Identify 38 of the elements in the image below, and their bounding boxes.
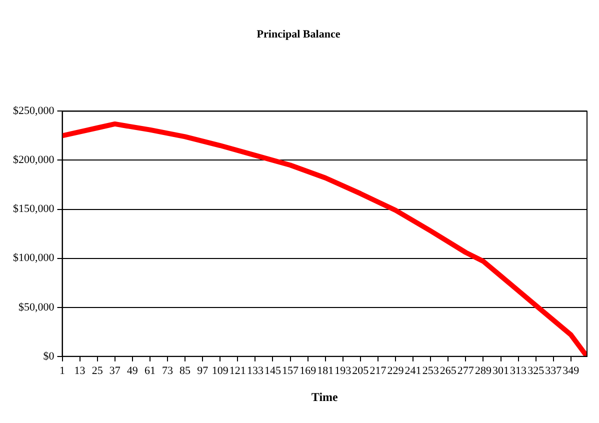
x-tick-label: 217 [370, 364, 387, 377]
chart-title: Principal Balance [256, 28, 340, 40]
x-tick-label: 61 [144, 364, 156, 377]
x-tick-label: 337 [545, 364, 562, 377]
y-tick-label: $50,000 [18, 301, 55, 314]
x-tick-label: 13 [74, 364, 86, 377]
x-tick-label: 85 [180, 364, 192, 377]
x-tick-label: 49 [126, 364, 138, 377]
x-tick-label: 109 [212, 364, 229, 377]
y-tick-label: $150,000 [13, 203, 55, 216]
x-tick-label: 121 [229, 364, 246, 377]
x-tick-label: 25 [92, 364, 104, 377]
x-tick-label: 157 [282, 364, 300, 377]
y-tick-label: $200,000 [13, 154, 55, 166]
x-tick-label: 169 [300, 364, 317, 377]
x-tick-label: 229 [387, 364, 404, 377]
x-tick-label: 301 [492, 364, 510, 377]
x-tick-label: 133 [246, 364, 264, 377]
y-tick-label: $250,000 [13, 105, 55, 118]
x-tick-label: 253 [422, 364, 440, 377]
x-tick-label: 181 [317, 364, 334, 377]
x-tick-label: 73 [162, 364, 174, 377]
y-tick-label: $100,000 [13, 252, 55, 264]
x-tick-label: 193 [334, 364, 352, 377]
x-tick-label: 37 [109, 364, 121, 377]
y-tick-label: $0 [43, 350, 55, 362]
x-tick-label: 349 [562, 364, 580, 377]
x-tick-label: 145 [264, 364, 282, 377]
x-tick-label: 265 [440, 364, 457, 377]
x-tick-label: 1 [60, 364, 65, 377]
x-tick-label: 313 [510, 364, 528, 377]
x-tick-label: 97 [197, 364, 209, 377]
x-tick-label: 325 [528, 364, 545, 377]
x-tick-label: 277 [457, 364, 474, 377]
x-tick-label: 241 [404, 364, 422, 377]
x-tick-label: 289 [474, 364, 492, 377]
x-tick-label: 205 [352, 364, 370, 377]
x-axis-title: Time [311, 390, 339, 404]
